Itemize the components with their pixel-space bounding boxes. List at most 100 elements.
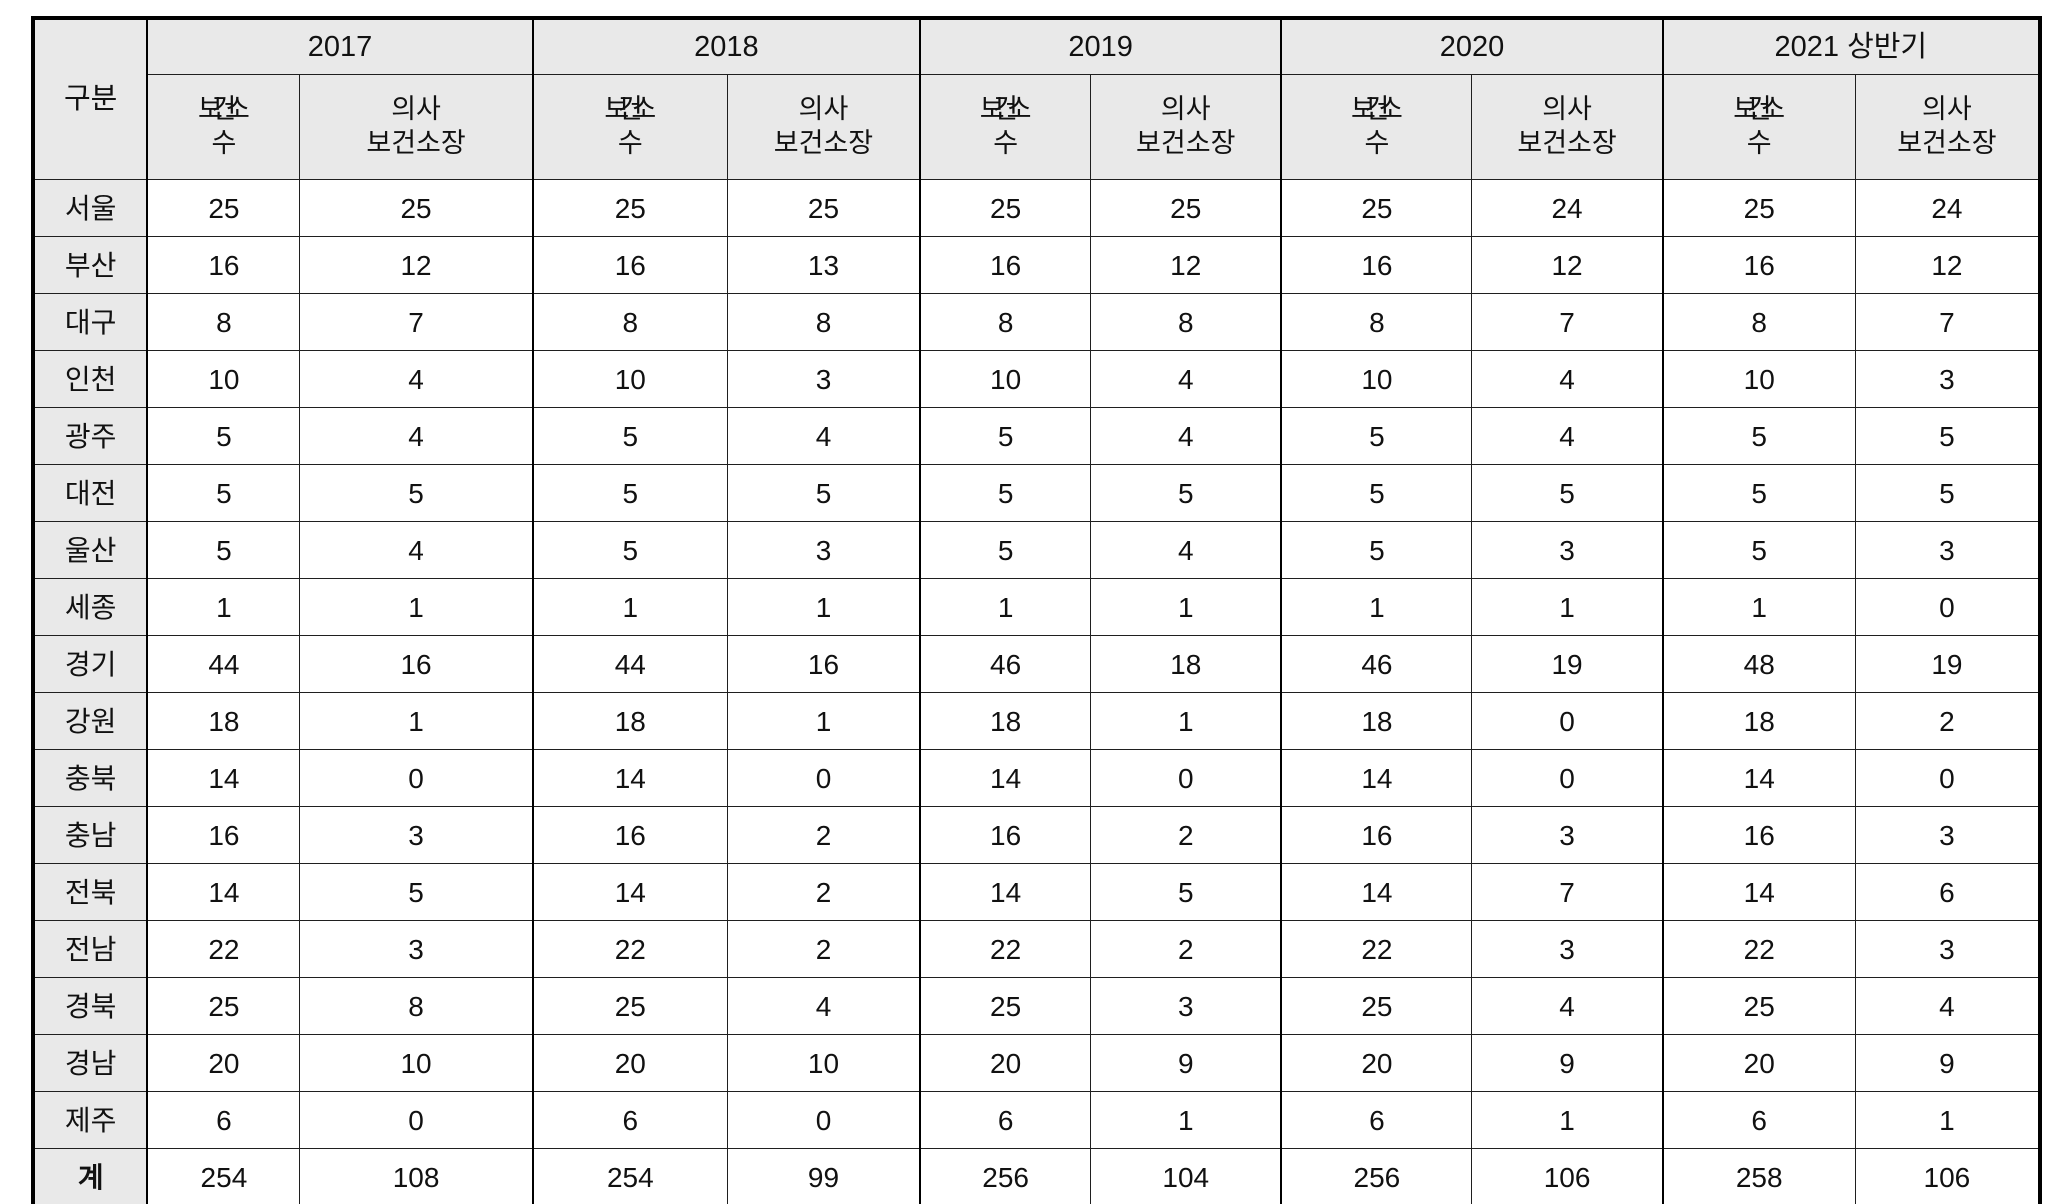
- value-cell: 1: [1090, 578, 1282, 636]
- value-cell: 14: [531, 749, 728, 807]
- value-cell: 20: [146, 1034, 301, 1092]
- subheader-center-count: 보건소 수: [919, 74, 1092, 180]
- value-cell: 0: [1090, 749, 1282, 807]
- value-cell: 0: [726, 1091, 921, 1149]
- value-cell: 14: [146, 749, 301, 807]
- value-cell: 19: [1854, 635, 2041, 693]
- subheader-center-count-line2: 수: [993, 128, 1019, 158]
- value-cell: 10: [531, 350, 728, 408]
- value-cell: 14: [919, 749, 1092, 807]
- value-cell: 5: [919, 521, 1092, 579]
- value-cell: 16: [1661, 236, 1856, 294]
- value-cell: 16: [919, 236, 1092, 294]
- value-cell: 4: [1090, 407, 1282, 465]
- value-cell: 5: [1854, 407, 2041, 465]
- value-cell: 10: [726, 1034, 921, 1092]
- subheader-doctor-line2: 보건소장: [366, 128, 466, 158]
- table-row: 세종 1 1 1 1 1 1 1 1 1 0: [32, 578, 2041, 636]
- value-cell: 5: [146, 464, 301, 522]
- subheader-doctor-line1: 의사: [1922, 94, 1972, 125]
- value-cell: 18: [1280, 692, 1473, 750]
- value-cell: 8: [146, 293, 301, 351]
- value-cell: 12: [1090, 236, 1282, 294]
- value-cell: 8: [726, 293, 921, 351]
- value-cell: 14: [1661, 749, 1856, 807]
- value-cell: 10: [1661, 350, 1856, 408]
- value-cell: 24: [1854, 179, 2041, 237]
- table-row: 경남 20 10 20 10 20 9 20 9 20 9: [32, 1034, 2041, 1092]
- value-cell: 7: [1471, 293, 1664, 351]
- subheader-doctor-line2: 보건소장: [1517, 128, 1617, 158]
- table-row: 강원 18 1 18 1 18 1 18 0 18 2: [32, 692, 2041, 750]
- value-cell: 10: [299, 1034, 534, 1092]
- value-cell: 1: [299, 578, 534, 636]
- value-cell: 3: [1854, 350, 2041, 408]
- value-cell: 13: [726, 236, 921, 294]
- value-cell: 18: [531, 692, 728, 750]
- value-cell: 9: [1854, 1034, 2041, 1092]
- value-cell: 2: [1090, 920, 1282, 978]
- sub-header-row: 보건소 수 의사 보건소장 보건소 수 의사 보건소장 보건소 수 의사 보건소장 보건소 수 의사 보건소장…: [33, 74, 2041, 180]
- value-cell: 5: [1280, 464, 1473, 522]
- value-cell: 1: [146, 578, 301, 636]
- value-cell: 4: [1090, 350, 1282, 408]
- value-cell: 16: [726, 635, 921, 693]
- value-cell: 25: [531, 179, 728, 237]
- value-cell: 14: [1661, 863, 1856, 921]
- value-cell: 25: [726, 179, 921, 237]
- table-row: 서울 25 25 25 25 25 25 25 24 25 24: [32, 179, 2041, 237]
- value-cell: 22: [531, 920, 728, 978]
- value-cell: 44: [146, 635, 301, 693]
- value-cell: 3: [299, 806, 534, 864]
- value-cell: 8: [1090, 293, 1282, 351]
- value-cell: 20: [531, 1034, 728, 1092]
- value-cell: 0: [1471, 692, 1664, 750]
- region-cell: 경기: [32, 635, 148, 693]
- region-cell: 서울: [32, 179, 148, 237]
- year-header-2017: 2017: [146, 17, 534, 75]
- value-cell: 6: [531, 1091, 728, 1149]
- value-cell: 7: [1854, 293, 2041, 351]
- value-cell: 3: [726, 350, 921, 408]
- value-cell: 4: [299, 521, 534, 579]
- subheader-center-count-line1: 보건소: [979, 94, 1032, 125]
- subheader-center-count: 보건소 수: [146, 74, 301, 180]
- value-cell: 1: [726, 692, 921, 750]
- value-cell: 2: [726, 863, 921, 921]
- value-cell: 16: [146, 236, 301, 294]
- year-header-2019: 2019: [919, 17, 1282, 75]
- region-cell: 충남: [32, 806, 148, 864]
- value-cell: 5: [1471, 464, 1664, 522]
- value-cell: 1: [531, 578, 728, 636]
- value-cell: 6: [1854, 863, 2041, 921]
- value-cell: 9: [1471, 1034, 1664, 1092]
- value-cell: 8: [919, 293, 1092, 351]
- health-center-table: 구분 2017 2018 2019 2020 2021 상반기 보건소 수 의사 보건…: [31, 16, 2042, 1204]
- value-cell: 1: [1090, 1091, 1282, 1149]
- year-header-2020: 2020: [1280, 17, 1664, 75]
- value-cell: 4: [299, 407, 534, 465]
- value-cell: 1: [1661, 578, 1856, 636]
- value-cell: 3: [1471, 521, 1664, 579]
- value-cell: 46: [919, 635, 1092, 693]
- value-cell: 254: [531, 1148, 728, 1204]
- value-cell: 25: [1280, 977, 1473, 1035]
- value-cell: 16: [531, 806, 728, 864]
- corner-header-cell: 구분: [32, 17, 148, 180]
- subheader-doctor-director: 의사 보건소장: [299, 74, 534, 180]
- subheader-center-count: 보건소 수: [1661, 74, 1856, 180]
- table-row: 제주 6 0 6 0 6 1 6 1 6 1: [32, 1091, 2041, 1149]
- value-cell: 48: [1661, 635, 1856, 693]
- value-cell: 0: [1854, 578, 2041, 636]
- value-cell: 16: [531, 236, 728, 294]
- table-row: 경기 44 16 44 16 46 18 46 19 48 19: [32, 635, 2041, 693]
- value-cell: 14: [1280, 863, 1473, 921]
- value-cell: 2: [1854, 692, 2041, 750]
- value-cell: 3: [726, 521, 921, 579]
- table-header: 구분 2017 2018 2019 2020 2021 상반기 보건소 수 의사 보건…: [32, 17, 2041, 180]
- table-row: 부산 16 12 16 13 16 12 16 12 16 12: [32, 236, 2041, 294]
- value-cell: 1: [726, 578, 921, 636]
- value-cell: 6: [919, 1091, 1092, 1149]
- value-cell: 22: [146, 920, 301, 978]
- region-cell: 울산: [32, 521, 148, 579]
